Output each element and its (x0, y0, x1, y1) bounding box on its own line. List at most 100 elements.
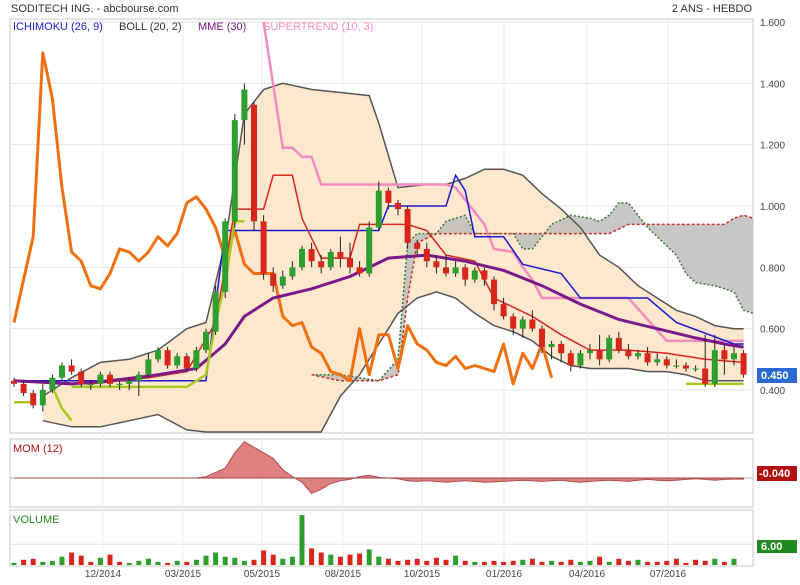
price-tick-label: 1.000 (760, 202, 785, 213)
candle-body (107, 374, 113, 384)
volume-bar (337, 556, 343, 565)
volume-bar (357, 553, 363, 565)
volume-bar (69, 552, 75, 565)
volume-bar (309, 548, 315, 565)
volume-bar (40, 561, 46, 565)
candle-body (462, 267, 469, 280)
candle-body (471, 270, 478, 280)
volume-bar (30, 558, 36, 565)
volume-bar (443, 559, 449, 565)
candle-body (279, 276, 286, 286)
candle-body (241, 89, 248, 121)
price-tick-label: 0.800 (760, 263, 785, 274)
volume-bar (193, 559, 199, 565)
volume-bar (280, 558, 286, 565)
volume-bar (568, 559, 574, 565)
volume-bar (347, 554, 353, 565)
mom-title: MOM (12) (13, 443, 63, 455)
volume-bar (424, 560, 430, 565)
candle-body (135, 374, 142, 381)
volume-bar (78, 555, 84, 565)
candle-body (260, 221, 267, 274)
candle-body (414, 242, 421, 249)
volume-bar (59, 556, 65, 565)
candle-body (87, 383, 94, 386)
candle-body (318, 261, 325, 268)
candle-body (337, 252, 344, 259)
volume-bar (414, 558, 420, 565)
volume-bar (385, 558, 391, 565)
volume-bar (501, 561, 507, 565)
volume-bar (318, 552, 324, 565)
candle-body (548, 344, 555, 348)
volume-bar (529, 558, 535, 565)
volume-bar (510, 560, 516, 565)
x-tick-label: 10/2015 (404, 569, 441, 580)
volume-bar (433, 557, 439, 565)
candle-body (539, 328, 545, 348)
legend-ichimoku: ICHIMOKU (26, 9) (13, 21, 103, 33)
mom-panel (9, 438, 754, 508)
volume-bar (49, 560, 55, 565)
candle-body (116, 383, 123, 386)
legend-boll: BOLL (20, 2) (119, 21, 182, 33)
candle-body (702, 368, 709, 384)
candle-body (97, 374, 104, 384)
candle-body (327, 252, 334, 268)
x-tick-label: 01/2016 (486, 569, 523, 580)
candle-body (49, 377, 56, 390)
price-tick-label: 0.600 (760, 325, 785, 336)
volume-bar (299, 515, 305, 565)
candle-body (174, 356, 181, 366)
chart-period: 2 ANS - HEBDO (672, 3, 753, 15)
volume-bar (712, 558, 718, 565)
x-tick-label: 08/2015 (325, 569, 362, 580)
volume-bar (328, 554, 334, 565)
volume-bar (88, 561, 94, 565)
candle-body (615, 337, 622, 351)
candle-body (500, 304, 507, 317)
volume-bar (376, 556, 382, 565)
candle-body (529, 319, 536, 329)
candle-body (519, 319, 526, 329)
candle-body (270, 273, 277, 286)
volume-bar (549, 560, 555, 565)
price-tick-label: 1.200 (760, 141, 785, 152)
volume-bar (289, 556, 295, 565)
volume-bar (721, 561, 727, 565)
volume-bar (520, 559, 526, 565)
candle-body (347, 258, 353, 268)
mom-badge-text: -0.040 (759, 468, 790, 480)
candle-body (308, 248, 315, 262)
price-badge (757, 368, 797, 383)
volume-bar (405, 559, 411, 565)
volume-bar (539, 561, 545, 565)
volume-bar (606, 561, 612, 565)
legend-mme: MME (30) (198, 21, 246, 33)
volume-bar (645, 561, 651, 565)
candle-body (145, 359, 152, 375)
candle-body (212, 291, 219, 332)
supertrend-support-line (51, 386, 73, 422)
candle-body (423, 248, 430, 262)
candle-body (567, 353, 574, 366)
volume-bar (203, 555, 209, 565)
x-tick-label: 05/2015 (244, 569, 281, 580)
volume-bar (481, 561, 487, 565)
volume-bar (366, 549, 372, 565)
volume-bar (472, 561, 478, 565)
candle-body (596, 350, 603, 360)
volume-bar (145, 558, 151, 565)
candle-body (68, 365, 75, 372)
volume-bar (731, 558, 737, 565)
candle-body (155, 350, 161, 360)
ema-line (13, 253, 744, 386)
chart-title: SODITECH ING. - abcbourse.com (11, 3, 179, 15)
volume-bar (241, 560, 247, 565)
x-tick-label: 03/2015 (165, 569, 202, 580)
candle-body (481, 270, 488, 280)
x-tick-label: 04/2016 (569, 569, 606, 580)
volume-bar (654, 561, 660, 565)
volume-bar (395, 560, 401, 565)
volume-title: VOLUME (13, 514, 59, 526)
